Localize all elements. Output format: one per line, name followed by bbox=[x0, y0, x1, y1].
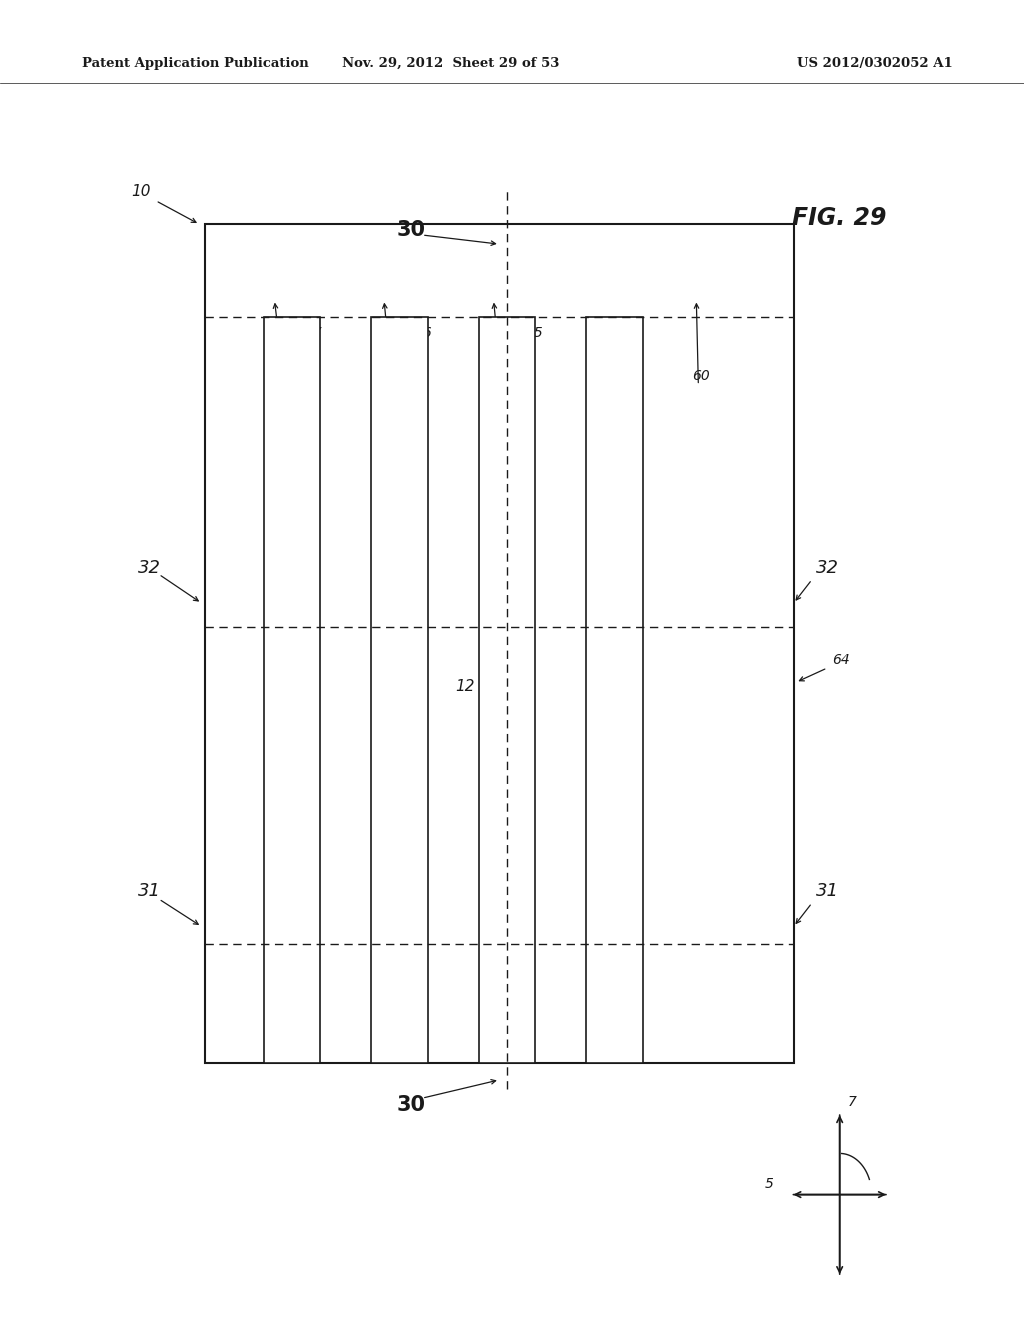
Text: 60: 60 bbox=[692, 370, 710, 383]
Bar bbox=[263, 317, 319, 1063]
Text: Nov. 29, 2012  Sheet 29 of 53: Nov. 29, 2012 Sheet 29 of 53 bbox=[342, 57, 559, 70]
Bar bbox=[586, 317, 643, 1063]
Text: 55: 55 bbox=[525, 326, 543, 339]
Text: 56: 56 bbox=[415, 326, 432, 339]
Text: 62: 62 bbox=[379, 370, 396, 383]
Text: 10: 10 bbox=[131, 183, 151, 199]
Text: FIG. 29: FIG. 29 bbox=[793, 206, 887, 230]
Text: 30: 30 bbox=[396, 1094, 425, 1115]
Text: 31: 31 bbox=[816, 882, 839, 900]
Text: 61: 61 bbox=[489, 370, 507, 383]
Text: 12: 12 bbox=[456, 678, 475, 694]
Text: 64: 64 bbox=[833, 653, 850, 667]
Text: Patent Application Publication: Patent Application Publication bbox=[82, 57, 308, 70]
Text: US 2012/0302052 A1: US 2012/0302052 A1 bbox=[797, 57, 952, 70]
Text: 30: 30 bbox=[396, 219, 425, 240]
Bar bbox=[478, 317, 535, 1063]
Text: 32: 32 bbox=[138, 558, 161, 577]
Bar bbox=[371, 317, 428, 1063]
Text: 5: 5 bbox=[765, 1177, 774, 1191]
Bar bbox=[205, 224, 794, 1063]
Text: 7: 7 bbox=[848, 1094, 857, 1109]
Text: 63: 63 bbox=[271, 370, 289, 383]
Text: 31: 31 bbox=[138, 882, 161, 900]
Text: 32: 32 bbox=[816, 558, 839, 577]
Text: 57: 57 bbox=[305, 326, 323, 339]
